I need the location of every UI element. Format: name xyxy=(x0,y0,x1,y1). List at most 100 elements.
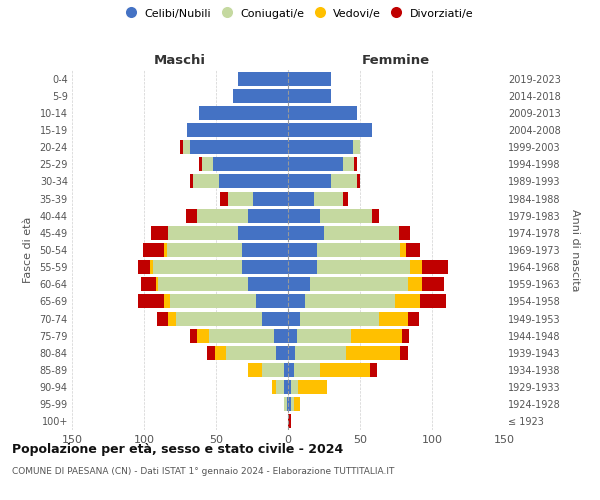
Bar xyxy=(287,398,288,411)
Bar xyxy=(190,328,197,342)
Bar xyxy=(226,346,277,360)
Bar xyxy=(284,398,287,411)
Bar xyxy=(288,278,310,291)
Bar xyxy=(310,278,407,291)
Bar xyxy=(402,328,409,342)
Y-axis label: Anni di nascita: Anni di nascita xyxy=(571,209,580,291)
Bar xyxy=(141,278,155,291)
Bar xyxy=(202,158,213,172)
Bar xyxy=(272,380,277,394)
Bar xyxy=(233,88,288,102)
Bar xyxy=(213,158,288,172)
Bar xyxy=(299,312,379,326)
Bar xyxy=(167,243,242,257)
Bar xyxy=(209,328,274,342)
Bar xyxy=(288,140,353,154)
Bar xyxy=(288,346,295,360)
Bar xyxy=(180,140,183,154)
Bar xyxy=(242,260,288,274)
Bar xyxy=(407,312,419,326)
Bar xyxy=(215,346,226,360)
Bar xyxy=(143,243,164,257)
Bar xyxy=(288,363,294,377)
Bar xyxy=(343,192,349,205)
Text: COMUNE DI PAESANA (CN) - Dati ISTAT 1° gennaio 2024 - Elaborazione TUTTITALIA.IT: COMUNE DI PAESANA (CN) - Dati ISTAT 1° g… xyxy=(12,468,394,476)
Bar xyxy=(288,88,331,102)
Bar xyxy=(288,294,305,308)
Bar xyxy=(256,294,288,308)
Bar xyxy=(169,226,238,240)
Bar xyxy=(176,312,262,326)
Bar xyxy=(197,208,248,222)
Bar xyxy=(288,106,357,120)
Bar xyxy=(288,123,371,137)
Bar xyxy=(400,346,407,360)
Bar xyxy=(155,278,158,291)
Bar xyxy=(284,363,288,377)
Bar xyxy=(238,226,288,240)
Bar xyxy=(288,192,314,205)
Bar xyxy=(395,294,421,308)
Bar xyxy=(208,346,215,360)
Bar xyxy=(151,226,169,240)
Bar xyxy=(331,174,357,188)
Bar xyxy=(138,260,150,274)
Bar xyxy=(277,380,284,394)
Bar xyxy=(314,192,343,205)
Bar xyxy=(407,278,422,291)
Bar xyxy=(138,294,164,308)
Bar xyxy=(193,174,219,188)
Bar xyxy=(288,380,291,394)
Bar xyxy=(199,106,288,120)
Bar xyxy=(296,328,352,342)
Bar xyxy=(320,208,371,222)
Bar xyxy=(219,174,288,188)
Bar xyxy=(284,380,288,394)
Bar xyxy=(186,208,197,222)
Bar xyxy=(227,192,253,205)
Bar xyxy=(324,226,399,240)
Bar xyxy=(379,312,407,326)
Bar xyxy=(197,328,209,342)
Bar xyxy=(262,363,284,377)
Bar xyxy=(370,363,377,377)
Bar xyxy=(294,398,299,411)
Bar xyxy=(169,312,176,326)
Bar xyxy=(277,346,288,360)
Bar xyxy=(238,72,288,86)
Bar xyxy=(288,226,324,240)
Text: Maschi: Maschi xyxy=(154,54,206,66)
Bar xyxy=(262,312,288,326)
Text: Popolazione per età, sesso e stato civile - 2024: Popolazione per età, sesso e stato civil… xyxy=(12,442,343,456)
Bar xyxy=(357,174,360,188)
Bar xyxy=(406,243,421,257)
Bar xyxy=(164,243,167,257)
Bar xyxy=(288,414,291,428)
Bar xyxy=(253,192,288,205)
Bar xyxy=(288,312,299,326)
Bar xyxy=(190,174,193,188)
Bar xyxy=(242,243,288,257)
Bar xyxy=(190,140,288,154)
Bar xyxy=(343,158,354,172)
Bar xyxy=(400,243,406,257)
Bar xyxy=(298,380,327,394)
Bar xyxy=(291,380,298,394)
Bar xyxy=(399,226,410,240)
Bar xyxy=(187,123,288,137)
Bar xyxy=(317,243,400,257)
Bar xyxy=(183,140,190,154)
Bar xyxy=(152,260,242,274)
Bar xyxy=(354,158,357,172)
Bar xyxy=(422,260,448,274)
Bar xyxy=(248,363,262,377)
Bar xyxy=(220,192,227,205)
Bar xyxy=(288,72,331,86)
Bar xyxy=(291,398,294,411)
Bar xyxy=(371,208,379,222)
Bar xyxy=(288,260,317,274)
Bar xyxy=(288,208,320,222)
Legend: Celibi/Nubili, Coniugati/e, Vedovi/e, Divorziati/e: Celibi/Nubili, Coniugati/e, Vedovi/e, Di… xyxy=(127,8,473,19)
Bar xyxy=(170,294,256,308)
Bar xyxy=(288,158,343,172)
